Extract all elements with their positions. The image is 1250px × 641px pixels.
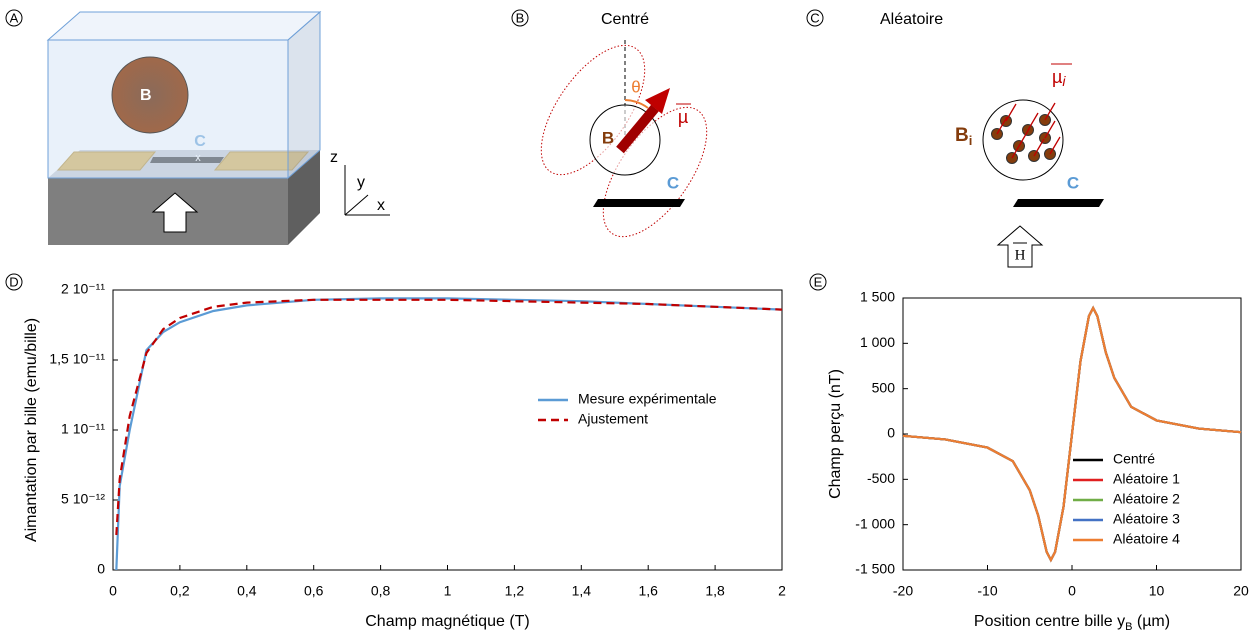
sensor-label: C xyxy=(194,133,206,150)
x-tick-label: 0 xyxy=(1068,583,1076,599)
series-line xyxy=(115,297,783,571)
y-tick-label: 1 000 xyxy=(860,334,895,350)
x-tick-label: 1,2 xyxy=(505,583,525,599)
bead-label: B xyxy=(140,87,152,104)
x-axis-label-sub: B xyxy=(1125,621,1132,633)
sensor xyxy=(150,157,224,163)
bead-label-main: B xyxy=(955,125,969,146)
mu-label: µi xyxy=(1052,67,1066,89)
legend-label: Centré xyxy=(1113,451,1155,467)
moment xyxy=(616,104,659,154)
axes-glyph xyxy=(344,165,390,216)
angle-arc xyxy=(624,99,649,109)
x-axis-label-main: Champ magnétique (T) xyxy=(365,613,530,630)
panel-label: C xyxy=(810,10,819,25)
x-tick-label: 1,8 xyxy=(705,583,725,599)
mu-main: µ xyxy=(1052,67,1062,87)
panel-circle xyxy=(806,9,824,27)
panel-circle xyxy=(511,9,529,27)
x-tick-label: 0,2 xyxy=(170,583,190,599)
y-axis-label: Champ perçu (nT) xyxy=(827,369,844,499)
substrate-side xyxy=(288,150,320,245)
bead-label-sub: i xyxy=(969,133,973,148)
legend-label: Ajustement xyxy=(578,411,648,427)
y-tick-label: 2 10⁻¹¹ xyxy=(61,281,105,297)
panel-circle xyxy=(5,9,23,27)
field-label: H xyxy=(1015,247,1026,263)
y-tick-label: 1 10⁻¹¹ xyxy=(61,421,105,437)
field-arrow xyxy=(996,225,1044,268)
x-tick-label: 10 xyxy=(1149,583,1165,599)
y-tick-label: 0 xyxy=(97,561,105,577)
x-tick-label: 0,4 xyxy=(237,583,257,599)
axis-y xyxy=(344,194,369,216)
panel-title: Aléatoire xyxy=(880,11,943,28)
y-tick-label: 1,5 10⁻¹¹ xyxy=(49,351,105,367)
y-tick-label: -500 xyxy=(867,470,895,486)
axis-z-label: z xyxy=(330,149,338,166)
x-tick-label: -20 xyxy=(893,583,913,599)
y-tick-label: -1 500 xyxy=(855,561,895,577)
panel-label: D xyxy=(9,274,18,289)
panel-circle xyxy=(809,273,827,291)
panel-title: Centré xyxy=(601,11,649,28)
bead xyxy=(111,56,189,134)
series-line xyxy=(902,305,1242,563)
field-arrow xyxy=(151,192,199,233)
panel-c: Aléatoire Bi µi C H xyxy=(880,11,1104,268)
theta: θ xyxy=(631,77,640,96)
axis-x-label: x xyxy=(377,197,385,214)
sensor-label: C xyxy=(667,173,679,192)
legend-label: Aléatoire 3 xyxy=(1113,511,1180,527)
x-tick-label: 20 xyxy=(1233,583,1249,599)
sub-moments xyxy=(996,102,1061,159)
sensor-mark: x xyxy=(195,152,201,164)
legend-label: Aléatoire 2 xyxy=(1113,491,1180,507)
series-line xyxy=(115,298,783,536)
mu: µ xyxy=(678,107,688,127)
x-tick-label: 1,6 xyxy=(638,583,658,599)
y-tick-label: 5 10⁻¹² xyxy=(61,491,105,507)
x-axis-label: Position centre bille yB (µm) xyxy=(974,613,1170,633)
x-tick-label: 1 xyxy=(444,583,452,599)
x-tick-label: 0 xyxy=(109,583,117,599)
x-axis-label-end: (µm) xyxy=(1132,613,1170,630)
sensor xyxy=(1013,199,1104,207)
box-top xyxy=(46,11,322,41)
y-axis-label: Aimantation par bille (emu/bille) xyxy=(23,318,40,542)
mu-sub: i xyxy=(1062,73,1066,89)
panel-label: E xyxy=(814,274,823,289)
y-tick-label: 500 xyxy=(872,379,896,395)
panel-label: B xyxy=(516,10,525,25)
panel-circle xyxy=(5,273,23,291)
y-tick-label: 1 500 xyxy=(860,289,895,305)
panel-label: A xyxy=(10,10,19,25)
legend-label: Mesure expérimentale xyxy=(578,391,717,407)
moment-head xyxy=(645,88,670,114)
legend-label: Aléatoire 4 xyxy=(1113,531,1180,547)
x-tick-label: 1,4 xyxy=(572,583,592,599)
plot-frame xyxy=(112,289,783,571)
x-axis-label-main: Position centre bille y xyxy=(974,613,1125,630)
y-tick-label: 0 xyxy=(887,425,895,441)
sensor-label: C xyxy=(1067,173,1079,192)
panel-a: x B C z y x xyxy=(46,10,390,245)
x-axis-label: Champ magnétique (T) xyxy=(365,613,530,630)
panel-b: Centré θ µ B C xyxy=(540,11,708,238)
box-side xyxy=(287,10,321,180)
sensor xyxy=(593,199,685,207)
bead-label: B xyxy=(602,128,614,147)
bead-label: Bi xyxy=(955,125,972,148)
x-tick-label: 0,8 xyxy=(371,583,391,599)
x-tick-label: 2 xyxy=(778,583,786,599)
y-tick-label: -1 000 xyxy=(855,515,895,531)
panel-labels xyxy=(5,9,827,291)
axis-y-label: y xyxy=(357,174,365,191)
x-tick-label: 0,6 xyxy=(304,583,324,599)
x-tick-label: -10 xyxy=(977,583,997,599)
pad xyxy=(56,151,157,171)
legend-label: Aléatoire 1 xyxy=(1113,471,1180,487)
